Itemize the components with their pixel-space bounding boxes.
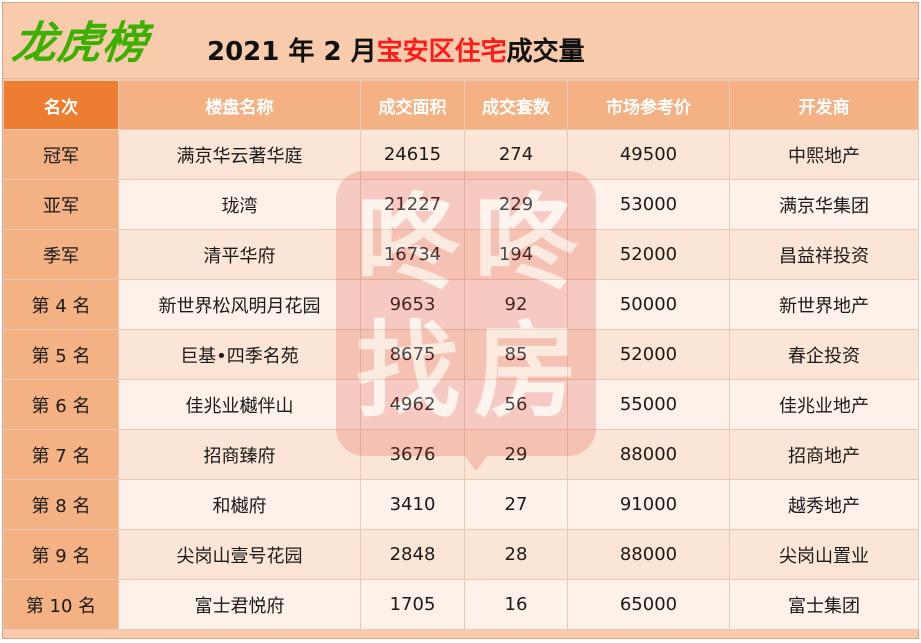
table-body: 冠军 满京华云著华庭 24615 274 49500 中熙地产 亚军 珑湾 21227 229 53… <box>3 129 919 630</box>
table-header-row: 名次 楼盘名称 成交面积 成交套数 市场参考价 开发商 <box>3 80 919 130</box>
cell-project-name: 富士君悦府 <box>118 579 361 630</box>
cell-area: 4962 <box>360 379 465 430</box>
cell-developer: 佳兆业地产 <box>729 379 919 430</box>
cell-units: 194 <box>464 229 568 280</box>
cell-developer: 越秀地产 <box>729 479 919 530</box>
cell-developer: 新世界地产 <box>729 279 919 330</box>
cell-units: 85 <box>464 329 568 380</box>
cell-project-name: 珑湾 <box>118 179 361 230</box>
cell-area: 2848 <box>360 529 465 580</box>
cell-units: 16 <box>464 579 568 630</box>
cell-price: 53000 <box>567 179 730 230</box>
column-header-name: 楼盘名称 <box>118 80 361 130</box>
brand-logo-text: 龙虎榜 <box>9 18 151 69</box>
cell-developer: 昌益祥投资 <box>729 229 919 280</box>
cell-area: 16734 <box>360 229 465 280</box>
cell-price: 88000 <box>567 529 730 580</box>
cell-project-name: 尖岗山壹号花园 <box>118 529 361 580</box>
cell-units: 56 <box>464 379 568 430</box>
cell-price: 49500 <box>567 129 730 180</box>
column-header-price: 市场参考价 <box>567 80 730 130</box>
table-row: 第 10 名富士君悦府 1705 16 65000 富士集团 <box>3 579 919 630</box>
cell-units: 29 <box>464 429 568 480</box>
cell-price: 91000 <box>567 479 730 530</box>
cell-area: 9653 <box>360 279 465 330</box>
cell-price: 65000 <box>567 579 730 630</box>
cell-units: 27 <box>464 479 568 530</box>
cell-project-name: 清平华府 <box>118 229 361 280</box>
cell-price: 50000 <box>567 279 730 330</box>
cell-rank: 第 8 名 <box>3 479 119 530</box>
cell-developer: 富士集团 <box>729 579 919 630</box>
cell-project-name: 巨基•四季名苑 <box>118 329 361 380</box>
cell-units: 229 <box>464 179 568 230</box>
column-header-developer: 开发商 <box>729 80 919 130</box>
title-highlight: 宝安区住宅 <box>376 37 507 67</box>
table-row: 亚军 珑湾 21227 229 53000 满京华集团 <box>3 179 919 230</box>
table-row: 第 6 名佳兆业樾伴山 4962 56 55000 佳兆业地产 <box>3 379 919 430</box>
cell-rank: 第 4 名 <box>3 279 119 330</box>
title-date: 2021 年 2 月 <box>207 37 377 67</box>
cell-price: 55000 <box>567 379 730 430</box>
cell-developer: 招商地产 <box>729 429 919 480</box>
column-header-area: 成交面积 <box>360 80 465 130</box>
cell-price: 52000 <box>567 329 730 380</box>
cell-area: 3410 <box>360 479 465 530</box>
cell-rank: 第 5 名 <box>3 329 119 380</box>
title-bar: 龙虎榜 2021 年 2 月宝安区住宅成交量 <box>3 3 918 79</box>
cell-developer: 尖岗山置业 <box>729 529 919 580</box>
table-row: 第 7 名招商臻府 3676 29 88000 招商地产 <box>3 429 919 480</box>
column-header-units: 成交套数 <box>464 80 568 130</box>
cell-units: 28 <box>464 529 568 580</box>
cell-project-name: 佳兆业樾伴山 <box>118 379 361 430</box>
cell-area: 3676 <box>360 429 465 480</box>
cell-area: 24615 <box>360 129 465 180</box>
table-row: 季军 清平华府 16734 194 52000 昌益祥投资 <box>3 229 919 280</box>
cell-rank: 第 9 名 <box>3 529 119 580</box>
cell-area: 1705 <box>360 579 465 630</box>
cell-project-name: 满京华云著华庭 <box>118 129 361 180</box>
cell-developer: 满京华集团 <box>729 179 919 230</box>
cell-units: 274 <box>464 129 568 180</box>
cell-project-name: 和樾府 <box>118 479 361 530</box>
cell-units: 92 <box>464 279 568 330</box>
cell-area: 8675 <box>360 329 465 380</box>
cell-rank: 亚军 <box>3 179 119 230</box>
table-row: 第 9 名尖岗山壹号花园 2848 28 88000 尖岗山置业 <box>3 529 919 580</box>
cell-area: 21227 <box>360 179 465 230</box>
table-row: 第 5 名巨基•四季名苑 8675 85 52000 春企投资 <box>3 329 919 380</box>
cell-project-name: 新世界松风明月花园 <box>118 279 361 330</box>
cell-rank: 第 7 名 <box>3 429 119 480</box>
cell-rank: 第 10 名 <box>3 579 119 630</box>
cell-developer: 中熙地产 <box>729 129 919 180</box>
cell-project-name: 招商臻府 <box>118 429 361 480</box>
table-row: 第 4 名新世界松风明月花园 9653 92 50000 新世界地产 <box>3 279 919 330</box>
cell-rank: 冠军 <box>3 129 119 180</box>
column-header-rank: 名次 <box>3 80 119 130</box>
table-row: 冠军 满京华云著华庭 24615 274 49500 中熙地产 <box>3 129 919 180</box>
cell-price: 52000 <box>567 229 730 280</box>
cell-developer: 春企投资 <box>729 329 919 380</box>
cell-rank: 季军 <box>3 229 119 280</box>
table-row: 第 8 名和樾府 3410 27 91000 越秀地产 <box>3 479 919 530</box>
cell-rank: 第 6 名 <box>3 379 119 430</box>
ranking-table: 名次 楼盘名称 成交面积 成交套数 市场参考价 开发商 冠军 满京华云著华庭 246… <box>3 80 919 630</box>
title-suffix: 成交量 <box>506 37 585 67</box>
page-title: 2021 年 2 月宝安区住宅成交量 <box>207 31 585 68</box>
cell-price: 88000 <box>567 429 730 480</box>
